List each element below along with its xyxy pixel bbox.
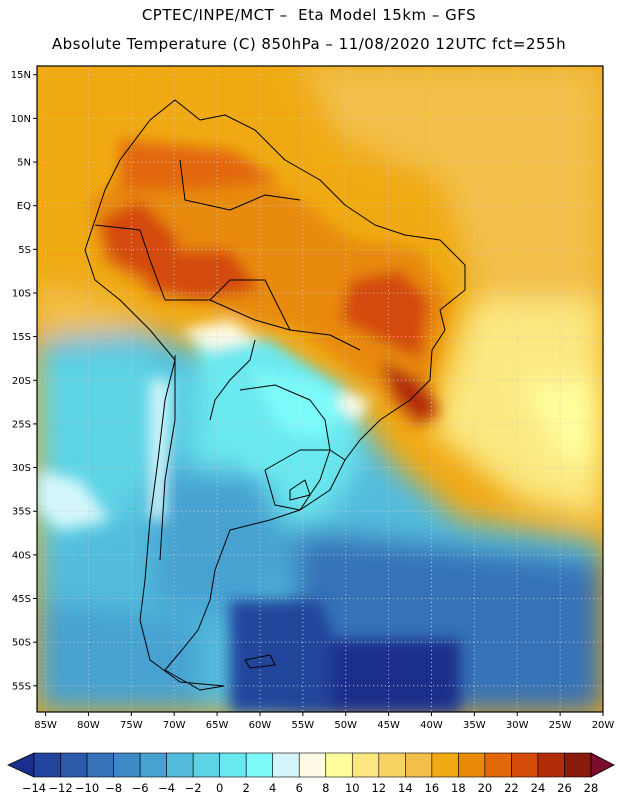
colorbar-level-label: 14 [398, 781, 413, 795]
colorbar-level-label: −12 [48, 781, 72, 795]
colorbar-level-label: 10 [345, 781, 360, 795]
lon-tick-label: 50W [334, 720, 357, 731]
lat-tick-label: 15S [12, 332, 31, 343]
lon-tick-label: 65W [206, 720, 229, 731]
colorbar-box [378, 752, 406, 778]
lat-tick-label: 10N [11, 114, 31, 125]
lat-tick-label: 55S [12, 681, 31, 692]
colorbar-box [33, 752, 61, 778]
colorbar-box [86, 752, 114, 778]
lon-tick-label: 35W [463, 720, 486, 731]
lon-tick-label: 75W [120, 720, 143, 731]
chart-title-line-2: Absolute Temperature (C) 850hPa – 11/08/… [51, 35, 567, 53]
lon-tick-label: 30W [506, 720, 529, 731]
colorbar-box [431, 752, 459, 778]
lat-tick-label: EQ [17, 201, 31, 212]
lon-tick-label: 45W [377, 720, 400, 731]
colorbar-box [219, 752, 247, 778]
colorbar-box [511, 752, 539, 778]
lon-tick-label: 80W [77, 720, 100, 731]
lat-tick-label: 40S [12, 550, 31, 561]
colorbar-box [405, 752, 433, 778]
colorbar-level-label: 24 [531, 781, 546, 795]
lat-tick-label: 5N [17, 158, 31, 169]
lat-tick-label: 10S [12, 288, 31, 299]
colorbar-box [564, 752, 592, 778]
lat-tick-label: 30S [12, 463, 31, 474]
colorbar-level-label: 20 [478, 781, 493, 795]
colorbar-level-label: 26 [557, 781, 572, 795]
lon-tick-label: 20W [592, 720, 615, 731]
colorbar-box [166, 752, 194, 778]
colorbar-level-label: 8 [322, 781, 329, 795]
map-frame [36, 65, 604, 713]
colorbar-level-label: −4 [158, 781, 175, 795]
latitude-tick-labels: 15N 10N 5N EQ 5S 10S 15S 20S 25S 30S 35S 40S 45S 50S 5… [11, 70, 37, 692]
colorbar-level-label: 28 [584, 781, 599, 795]
colorbar-level-label: 0 [216, 781, 223, 795]
colorbar-level-label: 22 [504, 781, 519, 795]
lon-tick-label: 55W [292, 720, 315, 731]
lat-tick-label: 5S [18, 245, 31, 256]
colorbar-level-label: 6 [296, 781, 303, 795]
lat-tick-label: 20S [12, 376, 31, 387]
longitude-tick-labels: 85W 80W 75W 70W 65W 60W 55W 50W 45W 40W 35W 30W 25W 2… [34, 712, 614, 731]
coastlines-and-borders [84, 99, 466, 691]
colorbar-tick-labels: −14 −12 −10 −8 −6 −4 −2 0 2 4 6 8 10 12 14 16 18 20 22 24 26… [22, 781, 598, 795]
lat-tick-label: 15N [11, 70, 31, 81]
lon-tick-label: 85W [34, 720, 57, 731]
colorbar-box [60, 752, 88, 778]
colorbar-box [298, 752, 327, 778]
colorbar-level-label: −8 [105, 781, 122, 795]
lon-tick-label: 60W [249, 720, 272, 731]
colorbar-box [537, 752, 565, 778]
colorbar-level-label: 16 [425, 781, 440, 795]
lat-tick-label: 35S [12, 507, 31, 518]
lon-tick-label: 70W [163, 720, 186, 731]
colorbar-level-label: −6 [132, 781, 149, 795]
temperature-field [37, 66, 603, 712]
colorbar-level-label: 12 [371, 781, 386, 795]
colorbar-box [484, 752, 512, 778]
lon-tick-label: 40W [420, 720, 443, 731]
chart-title-line-1: CPTEC/INPE/MCT – Eta Model 15km – GFS [141, 6, 477, 24]
lat-tick-label: 45S [12, 594, 31, 605]
colorbar-box [113, 752, 141, 778]
colorbar-level-label: 2 [243, 781, 250, 795]
colorbar-box [272, 752, 300, 778]
colorbar-level-label: −10 [75, 781, 99, 795]
colorbar-box [458, 752, 486, 778]
colorbar [7, 752, 615, 778]
colorbar-box [351, 752, 380, 778]
colorbar-box [245, 752, 274, 778]
colorbar-level-label: 4 [269, 781, 276, 795]
colorbar-under-arrow [7, 752, 35, 778]
colorbar-level-label: 18 [451, 781, 466, 795]
colorbar-box [325, 752, 353, 778]
colorbar-box [192, 752, 220, 778]
lat-tick-label: 25S [12, 419, 31, 430]
colorbar-level-label: −2 [185, 781, 202, 795]
lat-tick-label: 50S [12, 638, 31, 649]
colorbar-box [139, 752, 167, 778]
colorbar-over-arrow [590, 752, 615, 778]
lon-tick-label: 25W [549, 720, 572, 731]
colorbar-level-label: −14 [22, 781, 46, 795]
